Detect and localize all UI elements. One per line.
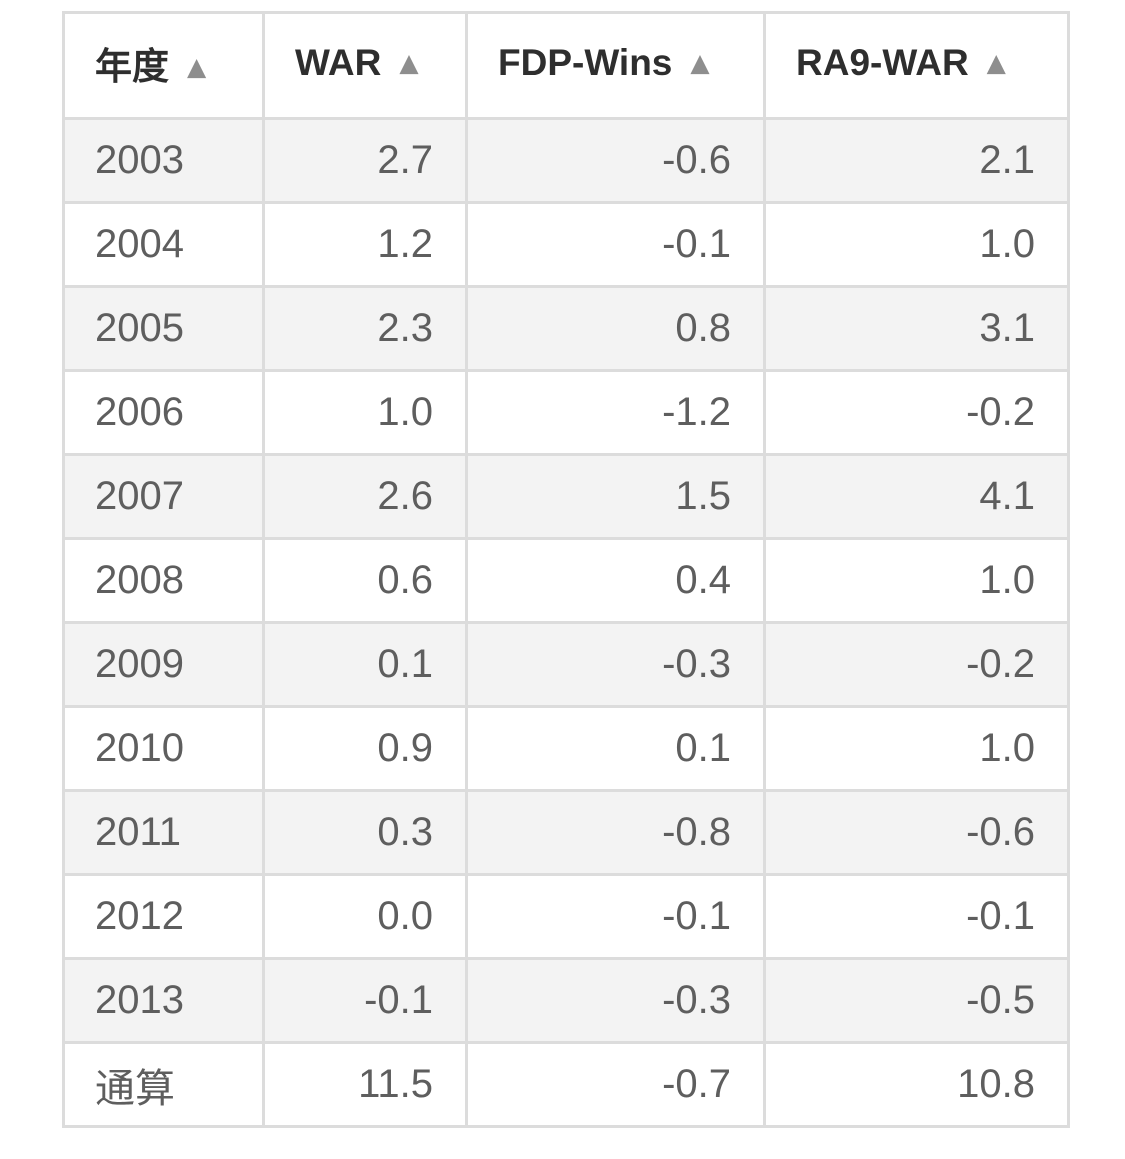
table-row: 2011 0.3 -0.8 -0.6 (62, 789, 1070, 876)
cell-war: 2.7 (262, 117, 468, 204)
cell-war: 1.0 (262, 369, 468, 456)
cell-war: 2.3 (262, 285, 468, 372)
cell-ra9-war: 10.8 (763, 1041, 1070, 1128)
cell-year: 2003 (62, 117, 265, 204)
cell-war: 2.6 (262, 453, 468, 540)
cell-year: 通算 (62, 1041, 265, 1128)
cell-fdp-wins: -0.1 (465, 201, 766, 288)
cell-fdp-wins: 1.5 (465, 453, 766, 540)
column-header-ra9-war-label: RA9-WAR (796, 41, 969, 83)
cell-ra9-war: 1.0 (763, 201, 1070, 288)
cell-year: 2011 (62, 789, 265, 876)
stats-table: 年度 ▲ WAR ▲ FDP-Wins ▲ RA9-WAR ▲ 2003 2.7 -0.… (62, 11, 1070, 1128)
column-header-year[interactable]: 年度 ▲ (62, 11, 265, 120)
cell-year: 2006 (62, 369, 265, 456)
cell-ra9-war: 3.1 (763, 285, 1070, 372)
cell-fdp-wins: 0.4 (465, 537, 766, 624)
table-row: 2013 -0.1 -0.3 -0.5 (62, 957, 1070, 1044)
cell-year: 2007 (62, 453, 265, 540)
table-row: 2004 1.2 -0.1 1.0 (62, 201, 1070, 288)
cell-ra9-war: 1.0 (763, 537, 1070, 624)
cell-fdp-wins: -0.3 (465, 957, 766, 1044)
table-row: 2010 0.9 0.1 1.0 (62, 705, 1070, 792)
cell-year: 2009 (62, 621, 265, 708)
table-row: 2006 1.0 -1.2 -0.2 (62, 369, 1070, 456)
cell-war: 1.2 (262, 201, 468, 288)
column-header-war-label: WAR (295, 41, 382, 83)
cell-fdp-wins: 0.8 (465, 285, 766, 372)
total-row: 通算 11.5 -0.7 10.8 (62, 1041, 1070, 1128)
cell-year: 2005 (62, 285, 265, 372)
cell-year: 2010 (62, 705, 265, 792)
cell-war: 0.1 (262, 621, 468, 708)
column-header-year-label: 年度 (95, 45, 169, 87)
table-row: 2008 0.6 0.4 1.0 (62, 537, 1070, 624)
cell-fdp-wins: -0.8 (465, 789, 766, 876)
cell-ra9-war: 4.1 (763, 453, 1070, 540)
cell-fdp-wins: -0.3 (465, 621, 766, 708)
cell-ra9-war: -0.2 (763, 621, 1070, 708)
column-header-fdp-wins[interactable]: FDP-Wins ▲ (465, 11, 766, 120)
sort-ascending-icon: ▲ (986, 47, 1006, 77)
cell-year: 2004 (62, 201, 265, 288)
header-row: 年度 ▲ WAR ▲ FDP-Wins ▲ RA9-WAR ▲ (62, 11, 1070, 120)
cell-fdp-wins: -1.2 (465, 369, 766, 456)
cell-war: 0.3 (262, 789, 468, 876)
table-row: 2007 2.6 1.5 4.1 (62, 453, 1070, 540)
cell-war: 11.5 (262, 1041, 468, 1128)
cell-war: -0.1 (262, 957, 468, 1044)
cell-ra9-war: -0.5 (763, 957, 1070, 1044)
table-row: 2005 2.3 0.8 3.1 (62, 285, 1070, 372)
sort-ascending-icon: ▲ (690, 47, 710, 77)
table-row: 2012 0.0 -0.1 -0.1 (62, 873, 1070, 960)
sort-ascending-icon: ▲ (187, 51, 207, 81)
cell-war: 0.6 (262, 537, 468, 624)
cell-fdp-wins: -0.7 (465, 1041, 766, 1128)
cell-ra9-war: 1.0 (763, 705, 1070, 792)
column-header-fdp-wins-label: FDP-Wins (498, 41, 673, 83)
sort-ascending-icon: ▲ (399, 47, 419, 77)
stats-table-container: 年度 ▲ WAR ▲ FDP-Wins ▲ RA9-WAR ▲ 2003 2.7 -0.… (62, 11, 1070, 1128)
cell-war: 0.0 (262, 873, 468, 960)
cell-year: 2013 (62, 957, 265, 1044)
table-row: 2009 0.1 -0.3 -0.2 (62, 621, 1070, 708)
cell-year: 2012 (62, 873, 265, 960)
cell-ra9-war: 2.1 (763, 117, 1070, 204)
cell-year: 2008 (62, 537, 265, 624)
cell-fdp-wins: 0.1 (465, 705, 766, 792)
column-header-ra9-war[interactable]: RA9-WAR ▲ (763, 11, 1070, 120)
cell-ra9-war: -0.2 (763, 369, 1070, 456)
column-header-war[interactable]: WAR ▲ (262, 11, 468, 120)
cell-fdp-wins: -0.6 (465, 117, 766, 204)
table-row: 2003 2.7 -0.6 2.1 (62, 117, 1070, 204)
cell-ra9-war: -0.1 (763, 873, 1070, 960)
cell-war: 0.9 (262, 705, 468, 792)
cell-ra9-war: -0.6 (763, 789, 1070, 876)
cell-fdp-wins: -0.1 (465, 873, 766, 960)
